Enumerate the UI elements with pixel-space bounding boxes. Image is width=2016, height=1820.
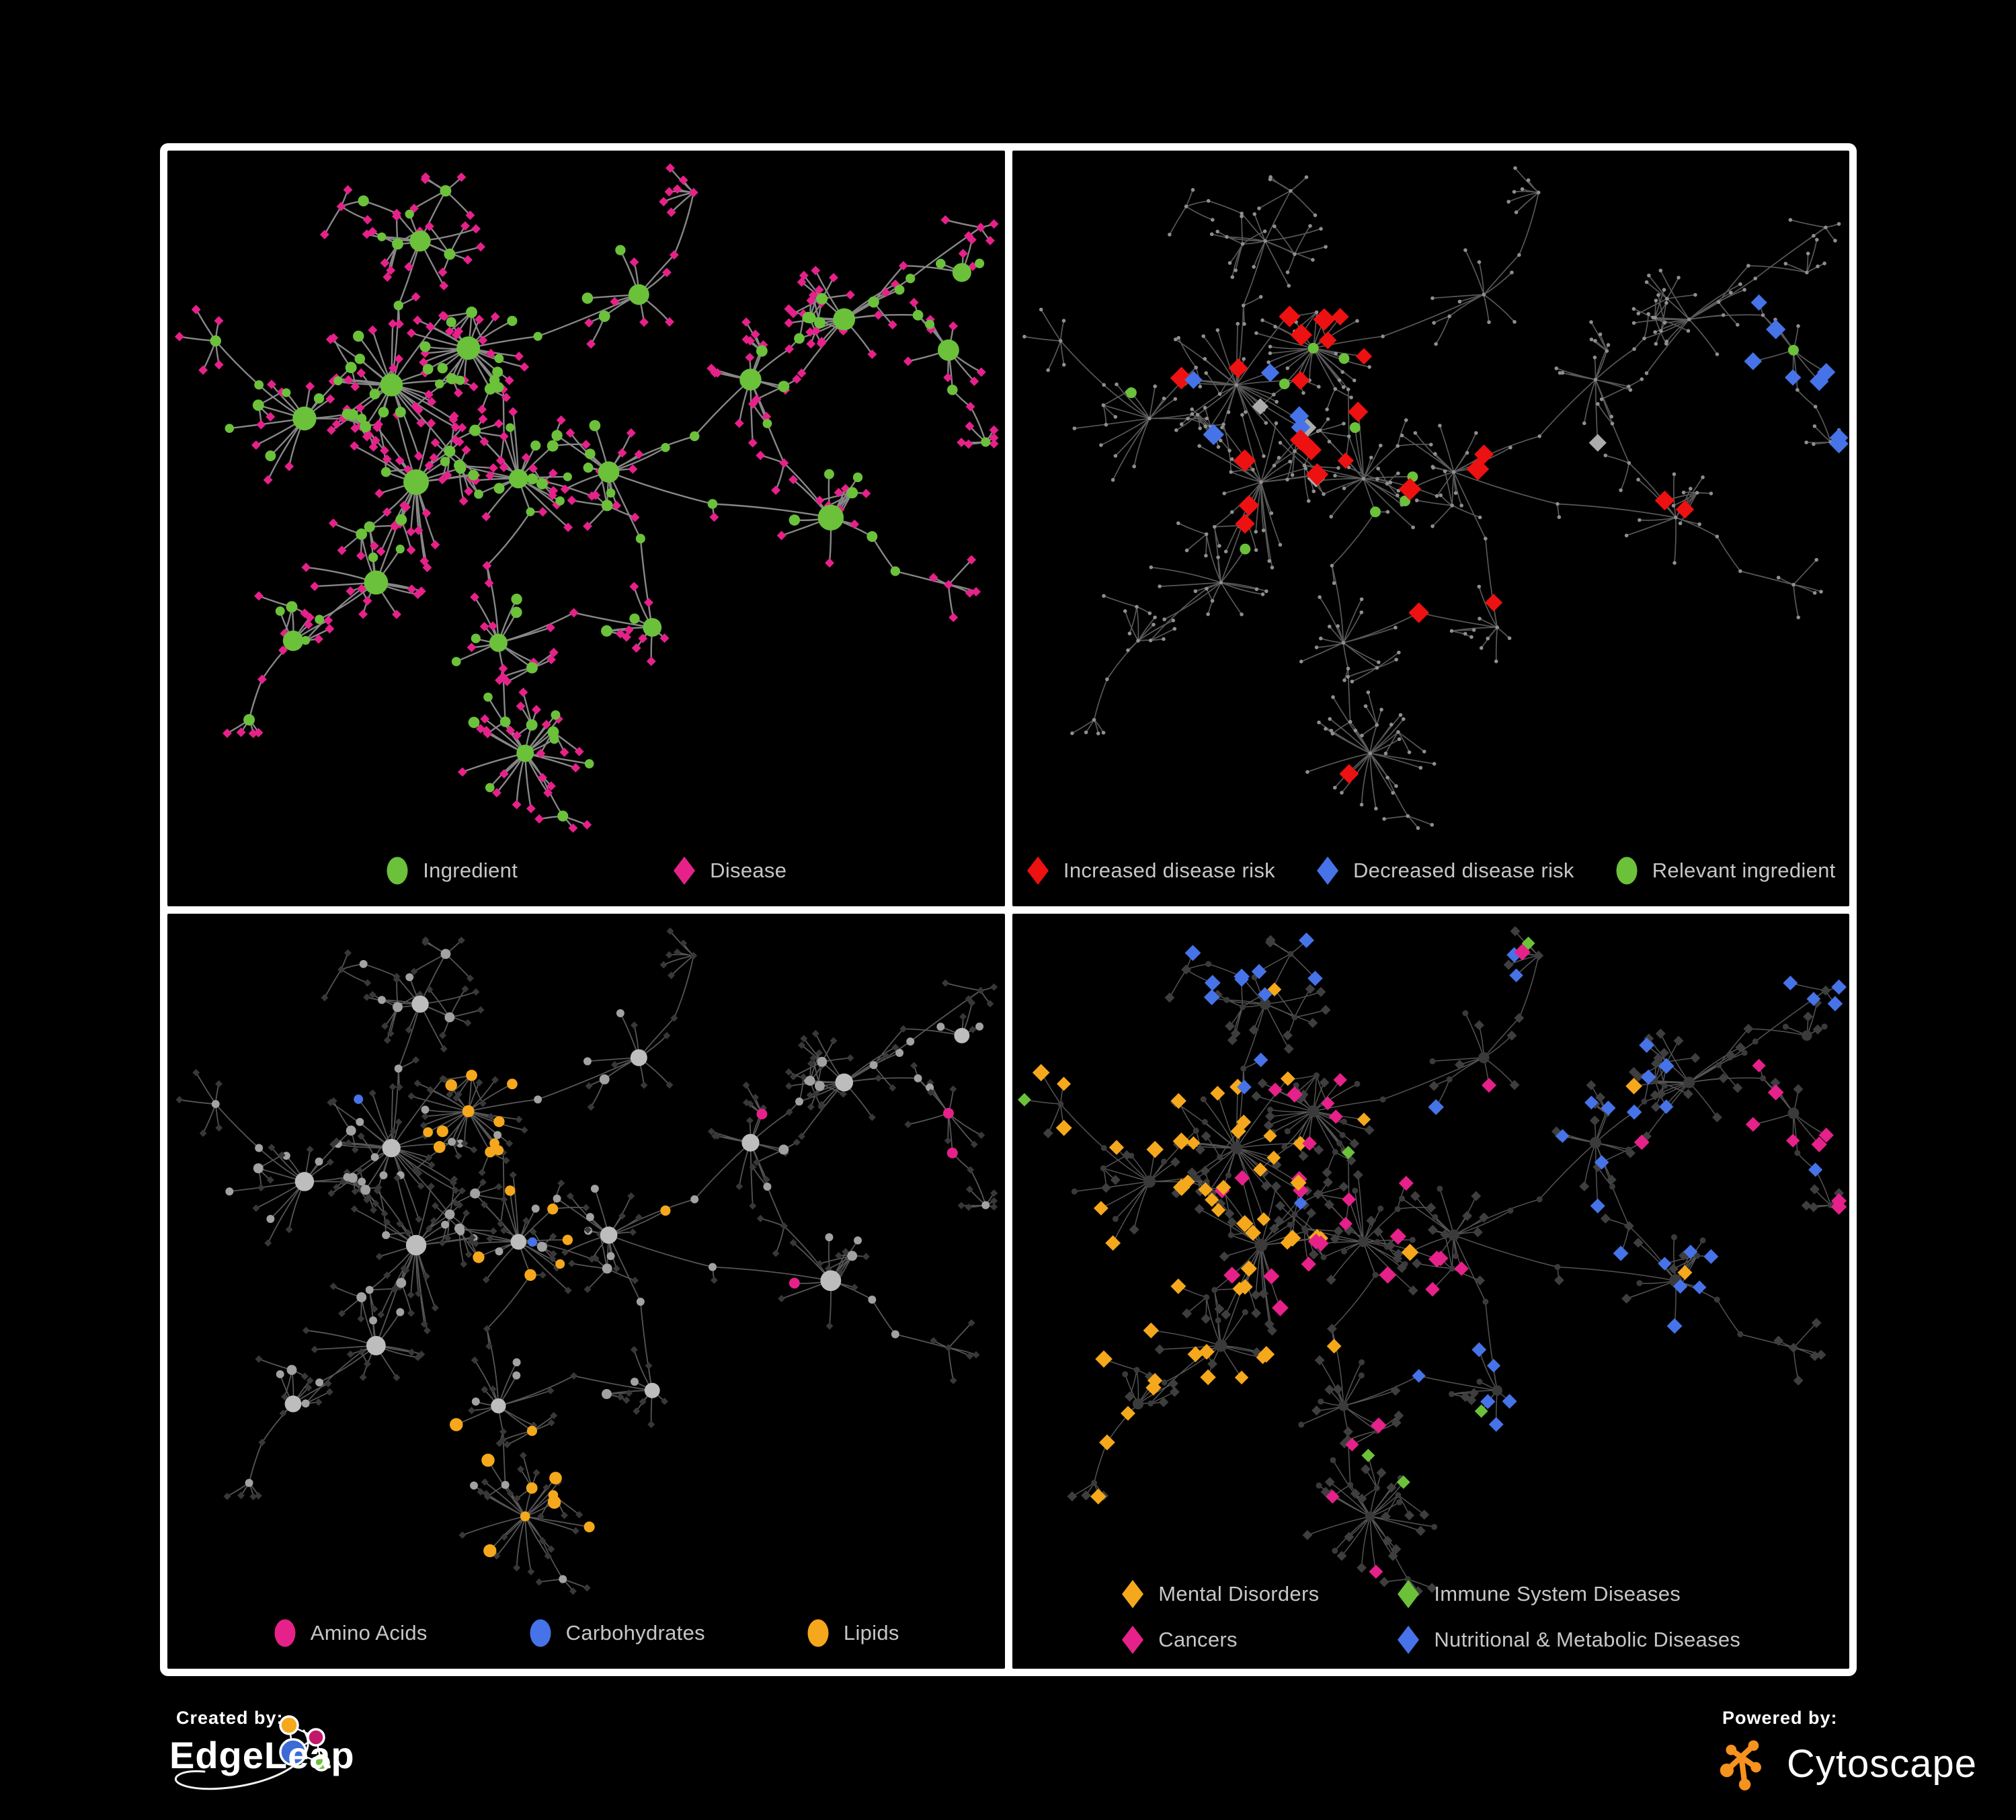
panel-ingredient-disease-network: Ingredient Disease — [167, 151, 1005, 906]
powered-by-block: Powered by: Cytoscape — [1720, 1708, 1978, 1794]
legend-item-cancers: Cancers — [1121, 1624, 1319, 1655]
legend: Mental Disorders Immune System Diseases Ca… — [1012, 1579, 1850, 1655]
circle-marker-icon — [807, 1619, 829, 1647]
circle-marker-icon — [530, 1619, 551, 1647]
circle-marker-icon — [274, 1619, 296, 1647]
created-by-block: Created by: EdgeLeap — [169, 1708, 452, 1815]
cytoscape-brand-name: Cytoscape — [1787, 1741, 1978, 1786]
circle-marker-icon — [1616, 857, 1638, 884]
four-panel-grid: Ingredient Disease Increased disease risk… — [160, 143, 1857, 1676]
diamond-marker-icon — [1026, 856, 1049, 885]
diamond-marker-icon — [1122, 1580, 1144, 1608]
legend-label: Carbohydrates — [565, 1621, 705, 1645]
legend: Amino Acids Carbohydrates Lipids — [167, 1618, 1005, 1649]
legend-label: Immune System Diseases — [1434, 1582, 1681, 1606]
legend-item-mental-disorders: Mental Disorders — [1121, 1579, 1319, 1610]
legend-item-ingredient: Ingredient — [385, 855, 518, 886]
legend-item-immune-system-diseases: Immune System Diseases — [1396, 1579, 1740, 1610]
legend-item-nutritional-metabolic-diseases: Nutritional & Metabolic Diseases — [1396, 1624, 1740, 1655]
edgeleap-brand-name: EdgeLeap — [169, 1734, 355, 1776]
legend-label: Nutritional & Metabolic Diseases — [1434, 1628, 1741, 1651]
legend-label: Disease — [710, 858, 787, 882]
legend-item-relevant-ingredient: Relevant ingredient — [1615, 855, 1836, 886]
network-graph-nutrient-classes — [175, 927, 998, 1595]
legend-item-increased-disease-risk: Increased disease risk — [1026, 855, 1275, 886]
legend: Increased disease risk Decreased disease … — [1012, 855, 1850, 886]
legend-label: Lipids — [843, 1621, 899, 1645]
legend-item-amino-acids: Amino Acids — [273, 1618, 428, 1649]
diamond-marker-icon — [1398, 1580, 1420, 1608]
diamond-marker-icon — [1122, 1626, 1144, 1654]
legend-item-lipids: Lipids — [806, 1618, 899, 1649]
diamond-marker-icon — [1316, 856, 1338, 885]
legend-label: Increased disease risk — [1063, 858, 1275, 882]
legend-label: Decreased disease risk — [1353, 858, 1574, 882]
diamond-marker-icon — [674, 856, 696, 885]
legend-label: Amino Acids — [310, 1621, 428, 1645]
cytoscape-logo-icon — [1720, 1740, 1761, 1791]
legend: Ingredient Disease — [167, 855, 1005, 886]
legend-label: Relevant ingredient — [1652, 858, 1836, 882]
diamond-marker-icon — [1398, 1626, 1420, 1654]
circle-marker-icon — [387, 857, 408, 884]
legend-item-disease: Disease — [672, 855, 787, 886]
panel-nutrient-classes-network: Amino Acids Carbohydrates Lipids — [167, 913, 1005, 1669]
network-graph-disease-risk — [1022, 166, 1849, 830]
legend-label: Ingredient — [423, 858, 518, 882]
legend-label: Mental Disorders — [1158, 1582, 1320, 1606]
network-graph-disease-categories — [1017, 926, 1847, 1596]
panel-disease-categories-network: Mental Disorders Immune System Diseases Ca… — [1012, 913, 1850, 1669]
legend-item-decreased-disease-risk: Decreased disease risk — [1316, 855, 1574, 886]
legend-item-carbohydrates: Carbohydrates — [528, 1618, 705, 1649]
network-graph-ingredient-disease — [174, 163, 999, 833]
panel-disease-risk-network: Increased disease risk Decreased disease … — [1012, 151, 1850, 906]
powered-by-caption: Powered by: — [1722, 1708, 1838, 1728]
created-by-caption: Created by: — [176, 1708, 284, 1728]
legend-label: Cancers — [1158, 1628, 1238, 1651]
